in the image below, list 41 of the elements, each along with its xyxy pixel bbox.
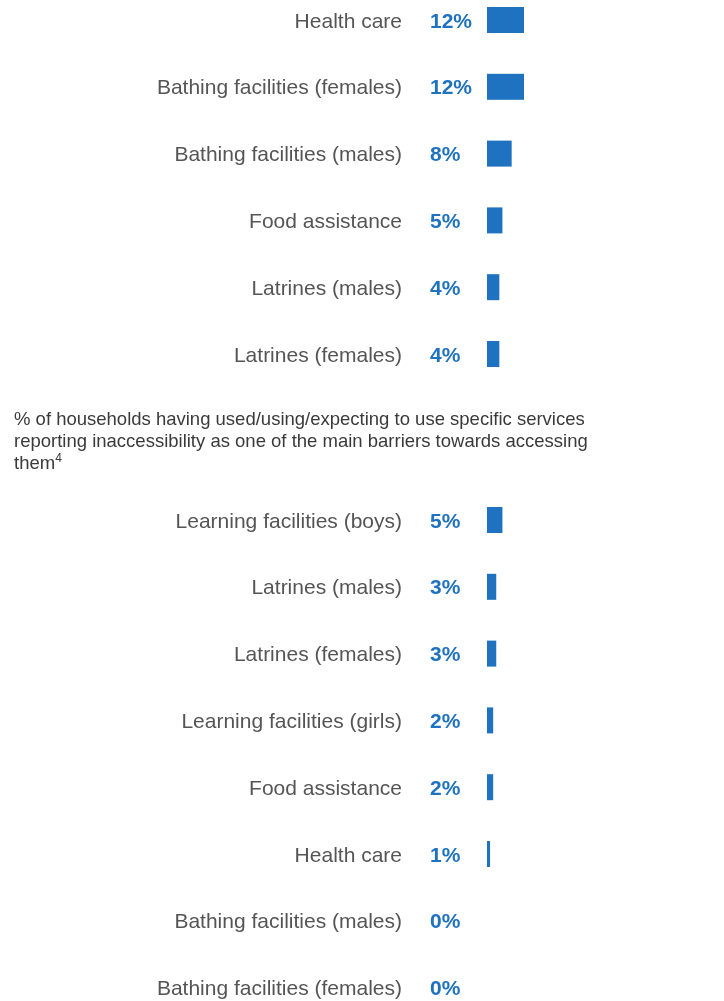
y-tick-label: Bathing facilities (males) xyxy=(174,909,402,933)
data-label: 4% xyxy=(430,342,461,366)
y-tick-label: Food assistance xyxy=(249,775,402,799)
data-label: 5% xyxy=(430,508,461,532)
y-tick-label: Health care xyxy=(294,842,402,866)
data-label: 1% xyxy=(430,842,461,866)
data-label: 0% xyxy=(430,976,461,1000)
data-label: 8% xyxy=(430,142,461,166)
data-label: 2% xyxy=(430,775,461,799)
y-tick-label: Bathing facilities (males) xyxy=(174,142,402,166)
bar xyxy=(487,841,491,867)
bar xyxy=(487,274,500,301)
bar xyxy=(487,140,512,167)
bar xyxy=(487,707,494,734)
y-tick-label: Latrines (males) xyxy=(251,275,402,299)
bar xyxy=(487,341,500,367)
y-tick-label: Learning facilities (girls) xyxy=(181,708,402,732)
y-tick-label: Bathing facilities (females) xyxy=(156,75,402,99)
y-tick-label: Latrines (females) xyxy=(233,642,402,666)
bar xyxy=(487,73,524,100)
y-tick-label: Latrines (males) xyxy=(251,575,402,599)
text: % of households having used/using/expecting to use specific services reporting inaccessibility as one of the main barriers towards accessing them$^{4}$ xyxy=(14,408,588,473)
bar xyxy=(487,207,503,234)
y-tick-label: Health care xyxy=(294,8,402,32)
bar xyxy=(487,774,494,801)
data-label: 5% xyxy=(430,208,461,232)
y-tick-label: Bathing facilities (females) xyxy=(156,976,402,1000)
bar xyxy=(487,507,503,533)
y-tick-label: Food assistance xyxy=(249,208,402,232)
bar xyxy=(487,7,524,33)
y-tick-label: Learning facilities (boys) xyxy=(175,508,402,532)
data-label: 0% xyxy=(430,909,461,933)
data-label: 2% xyxy=(430,708,461,732)
y-tick-label: Latrines (females) xyxy=(233,342,402,366)
bar xyxy=(487,573,497,600)
data-label: 12% xyxy=(430,8,473,32)
bar xyxy=(487,640,497,667)
data-label: 12% xyxy=(430,75,473,99)
data-label: 3% xyxy=(430,575,461,599)
data-label: 4% xyxy=(430,275,461,299)
data-label: 3% xyxy=(430,642,461,666)
